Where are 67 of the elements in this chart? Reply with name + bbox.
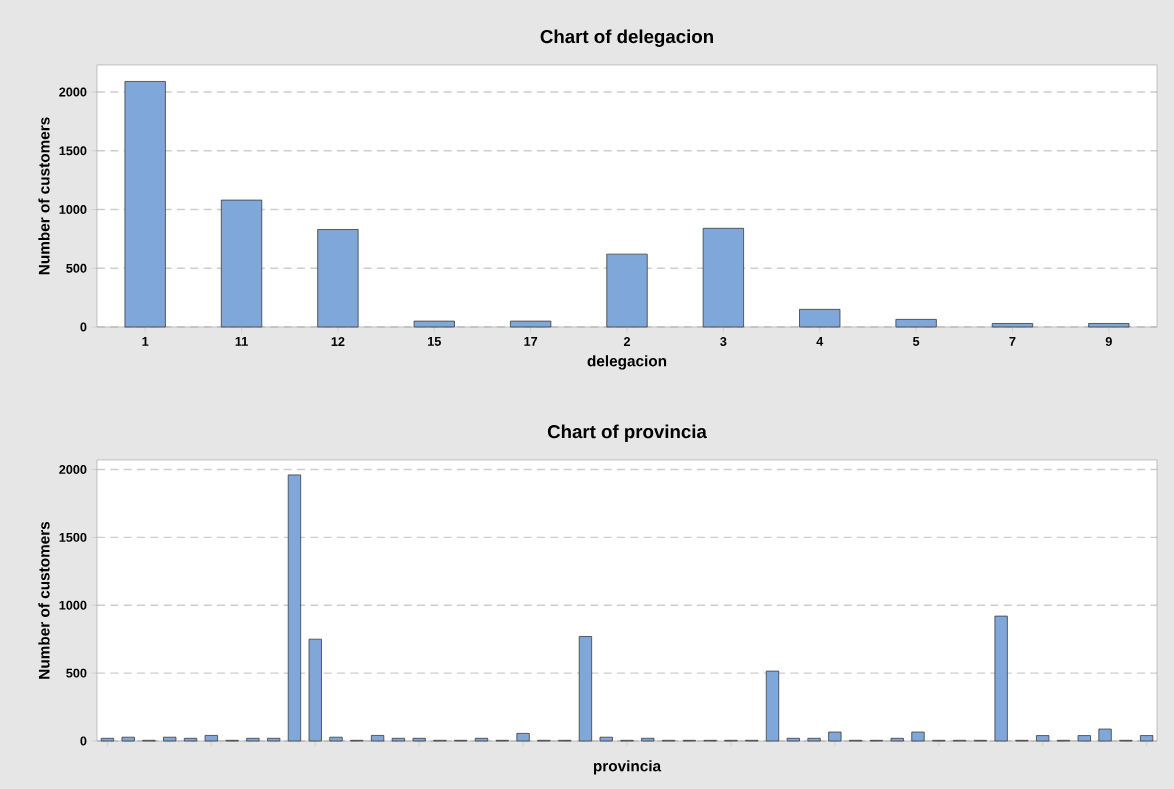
bar <box>828 731 842 742</box>
y-tick-label: 1000 <box>59 205 87 214</box>
x-axis-title: delegacion <box>587 355 667 370</box>
x-tick-label: 17 <box>524 337 538 346</box>
y-tick-label: 0 <box>80 736 87 746</box>
x-tick-label: 7 <box>1009 337 1016 346</box>
bar <box>308 638 322 742</box>
bar <box>641 737 655 742</box>
x-tick-label: 4 <box>816 337 824 346</box>
bar <box>1098 728 1112 742</box>
x-tick-label: 9 <box>1105 337 1112 347</box>
bar <box>413 320 455 328</box>
bar <box>121 736 135 742</box>
bar <box>1088 323 1130 328</box>
bar <box>991 323 1034 328</box>
bar <box>329 736 343 742</box>
bar <box>124 81 166 328</box>
bar <box>895 318 937 328</box>
bar <box>516 733 530 742</box>
bar <box>994 615 1008 742</box>
bar <box>246 737 260 742</box>
x-tick-label: 12 <box>331 337 345 346</box>
chart-title: Chart of delegacion <box>540 29 713 47</box>
bar <box>412 737 426 742</box>
x-tick-label: 11 <box>235 337 248 346</box>
bar <box>799 308 841 328</box>
bar <box>911 731 925 742</box>
y-tick-label: 1000 <box>59 600 87 610</box>
bar <box>317 229 359 328</box>
x-tick-label: 2 <box>623 337 631 346</box>
x-axis-title: provincia <box>593 760 662 775</box>
y-tick-label: 1500 <box>59 532 87 542</box>
bar <box>599 736 613 742</box>
x-tick-label: 5 <box>912 337 920 346</box>
y-tick-label: 500 <box>66 668 87 678</box>
bar <box>606 253 648 328</box>
bar <box>510 320 552 328</box>
bar <box>267 737 281 742</box>
bar <box>1139 735 1154 742</box>
bar <box>370 735 385 742</box>
x-tick-label: 15 <box>428 337 441 346</box>
bar <box>474 737 489 742</box>
y-axis-title: Number of customers <box>38 117 50 275</box>
bar <box>287 474 302 742</box>
bar <box>807 737 821 742</box>
bar <box>890 737 904 742</box>
y-tick-label: 2000 <box>59 465 87 474</box>
bar <box>786 737 800 742</box>
y-tick-label: 500 <box>66 263 87 273</box>
bar <box>1077 735 1091 742</box>
y-tick-label: 2000 <box>59 87 87 97</box>
bar <box>391 737 406 742</box>
x-tick-label: 3 <box>720 337 727 347</box>
y-tick-label: 1500 <box>59 146 87 156</box>
chart-title: Chart of provincia <box>547 424 707 442</box>
y-axis-title: Number of customers <box>38 521 50 679</box>
bar <box>702 227 745 328</box>
bar <box>578 636 593 742</box>
bar <box>220 199 263 328</box>
x-tick-label: 1 <box>142 337 149 346</box>
bar <box>163 736 177 742</box>
bar <box>1036 735 1050 742</box>
y-tick-label: 0 <box>80 322 87 332</box>
bar <box>183 737 198 742</box>
bar <box>765 670 780 742</box>
bar <box>100 737 115 742</box>
bar <box>204 735 218 742</box>
